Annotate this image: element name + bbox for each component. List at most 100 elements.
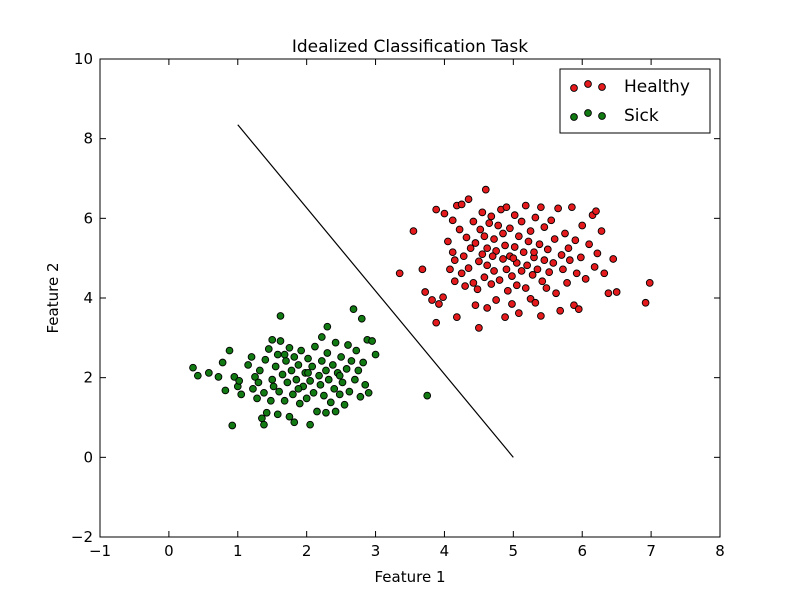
data-point-healthy xyxy=(564,244,573,253)
data-point-sick xyxy=(275,387,283,396)
data-point-healthy xyxy=(570,301,578,310)
data-point-healthy xyxy=(478,250,487,259)
data-point-healthy xyxy=(540,256,549,265)
data-point-healthy xyxy=(559,265,567,274)
data-point-sick xyxy=(261,355,270,364)
decision-boundary-line xyxy=(237,124,514,458)
data-point-sick xyxy=(258,414,266,423)
data-point-healthy xyxy=(440,209,449,218)
data-point-healthy xyxy=(469,217,478,226)
data-point-healthy xyxy=(509,254,518,263)
data-point-healthy xyxy=(473,285,482,294)
data-point-healthy xyxy=(448,216,457,225)
data-point-sick xyxy=(335,371,344,380)
series-sick xyxy=(189,305,432,430)
data-point-healthy xyxy=(478,208,487,217)
data-point-sick xyxy=(335,390,344,399)
data-point-healthy xyxy=(459,252,468,261)
data-point-sick xyxy=(313,407,321,416)
data-point-sick xyxy=(269,382,278,391)
data-point-sick xyxy=(347,357,356,365)
data-point-sick xyxy=(230,373,239,381)
data-point-healthy xyxy=(483,244,492,253)
data-point-healthy xyxy=(483,261,492,270)
data-point-healthy xyxy=(444,237,452,246)
data-point-healthy xyxy=(487,280,496,288)
y-tick-label: 8 xyxy=(83,130,93,148)
data-point-sick xyxy=(308,362,317,371)
data-point-sick xyxy=(253,394,261,403)
data-point-sick xyxy=(324,375,333,384)
data-point-healthy xyxy=(487,212,496,221)
data-point-sick xyxy=(364,388,373,397)
x-tick-label: 5 xyxy=(509,542,519,560)
data-point-healthy xyxy=(565,256,574,265)
x-tick-label: 0 xyxy=(164,542,174,560)
data-point-healthy xyxy=(538,277,547,286)
data-point-sick xyxy=(331,338,340,347)
data-point-healthy xyxy=(517,267,526,275)
data-point-healthy xyxy=(501,241,509,250)
data-point-healthy xyxy=(612,288,621,296)
data-point-healthy xyxy=(521,284,530,292)
data-point-sick xyxy=(352,346,361,355)
data-point-healthy xyxy=(593,249,602,258)
data-point-sick xyxy=(290,418,299,427)
data-point-sick xyxy=(260,388,268,397)
data-point-healthy xyxy=(528,271,537,279)
data-point-sick xyxy=(247,353,256,361)
data-point-sick xyxy=(349,305,358,314)
data-point-healthy xyxy=(540,223,549,231)
data-point-healthy xyxy=(554,204,562,213)
data-point-sick xyxy=(244,361,252,369)
y-tick-label: 10 xyxy=(74,50,93,68)
legend-markers-healthy xyxy=(570,80,606,92)
legend-marker xyxy=(570,84,578,92)
data-point-sick xyxy=(297,346,306,355)
data-point-healthy xyxy=(561,229,569,238)
data-point-healthy xyxy=(581,275,590,283)
data-point-healthy xyxy=(494,221,503,230)
data-point-healthy xyxy=(508,300,516,308)
data-point-healthy xyxy=(524,237,533,246)
x-tick-label: −1 xyxy=(89,542,111,560)
data-point-healthy xyxy=(471,239,480,247)
data-point-healthy xyxy=(641,298,650,307)
x-tick-label: 8 xyxy=(715,542,725,560)
data-point-healthy xyxy=(576,253,585,262)
data-point-sick xyxy=(354,366,363,375)
data-point-sick xyxy=(315,371,323,380)
data-point-sick xyxy=(235,377,244,385)
data-point-sick xyxy=(351,375,359,384)
y-tick-label: −2 xyxy=(71,528,93,546)
data-point-healthy xyxy=(455,225,464,234)
data-point-healthy xyxy=(510,243,519,251)
data-point-healthy xyxy=(466,244,475,253)
data-point-healthy xyxy=(457,200,466,209)
data-point-healthy xyxy=(530,248,538,257)
data-point-healthy xyxy=(547,216,556,225)
data-point-healthy xyxy=(490,267,498,275)
data-point-sick xyxy=(342,365,351,373)
data-point-healthy xyxy=(533,265,542,274)
data-point-sick xyxy=(237,390,246,399)
legend: Healthy Sick xyxy=(559,68,711,134)
data-point-healthy xyxy=(568,203,576,212)
data-points xyxy=(189,185,654,430)
data-point-sick xyxy=(285,343,294,352)
data-point-sick xyxy=(323,322,332,331)
data-point-healthy xyxy=(457,269,466,278)
data-point-sick xyxy=(283,378,292,387)
data-point-healthy xyxy=(499,229,507,238)
data-point-healthy xyxy=(461,282,469,290)
x-tick-label: 7 xyxy=(646,542,656,560)
y-axis-label: Feature 2 xyxy=(44,263,62,334)
data-point-sick xyxy=(359,358,368,367)
data-point-healthy xyxy=(475,257,483,266)
data-point-healthy xyxy=(450,256,459,265)
data-point-healthy xyxy=(514,309,523,317)
data-point-sick xyxy=(311,342,319,351)
data-point-sick xyxy=(304,354,312,363)
data-point-sick xyxy=(289,390,297,399)
data-point-sick xyxy=(306,377,314,385)
